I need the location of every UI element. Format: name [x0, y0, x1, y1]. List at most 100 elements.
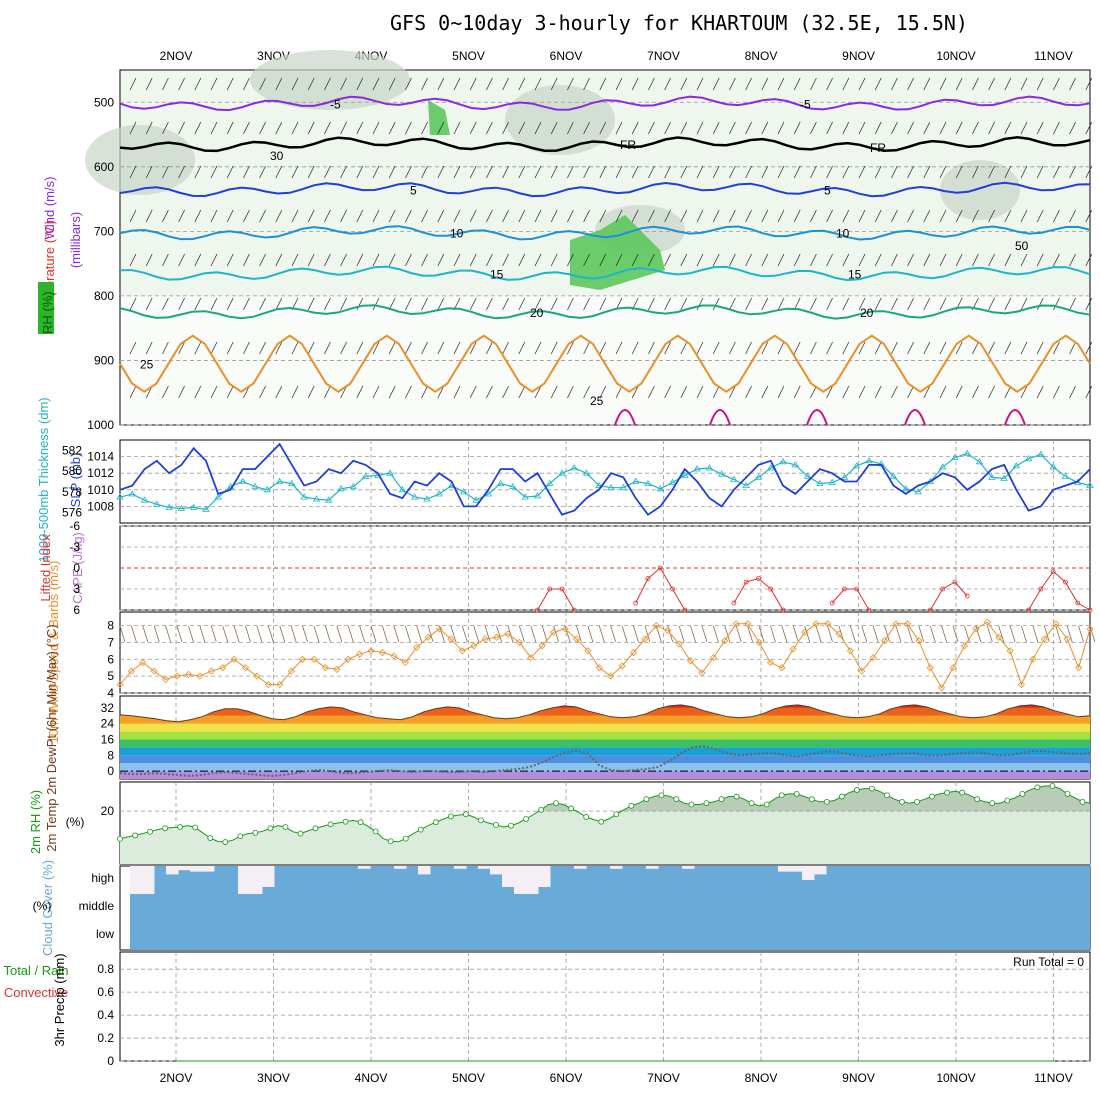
- wind-barb: [664, 165, 671, 179]
- wind-barb: [907, 253, 914, 267]
- wind-barb: [874, 77, 882, 91]
- thickness-point: [435, 490, 443, 497]
- wind-speed-axis-label: 10m Wind Speed & Barbs (m/s): [46, 561, 61, 744]
- wind-barb: [550, 297, 558, 311]
- wind-barb: [988, 253, 995, 267]
- thickness-point: [828, 478, 836, 485]
- surface-wind-barb: [690, 625, 696, 643]
- wind-barb: [534, 341, 542, 355]
- wind-barb: [502, 165, 509, 179]
- wind-barb: [1004, 209, 1012, 223]
- rh-point: [899, 798, 905, 805]
- wind-speed-point: [584, 647, 592, 655]
- wind-axis-label: Wind (m/s): [42, 177, 57, 240]
- hot-contour: [904, 409, 926, 426]
- thickness-point: [595, 481, 603, 489]
- wind-speed-point: [378, 648, 387, 657]
- wind-barb: [243, 165, 250, 179]
- temp-band: [120, 739, 1090, 748]
- surface-wind-barb: [131, 625, 137, 643]
- rh-high-region: [428, 100, 450, 135]
- thickness-point: [816, 479, 824, 487]
- surface-wind-barb: [735, 625, 742, 643]
- wind-barb: [1020, 341, 1028, 355]
- wind-barb: [502, 341, 509, 355]
- wind-barb: [761, 209, 769, 223]
- wind-barb: [388, 165, 396, 179]
- wind-barb: [907, 385, 914, 399]
- wind-speed-point: [184, 670, 193, 678]
- rh-point: [688, 801, 695, 808]
- wind-barb: [696, 297, 704, 311]
- rh-point: [432, 819, 439, 826]
- wind-barb: [696, 209, 704, 223]
- li-point: [633, 600, 639, 606]
- wind-speed-point: [641, 635, 649, 643]
- wind-barb: [891, 165, 898, 179]
- wind-barb: [907, 121, 914, 135]
- rh-point: [778, 792, 785, 799]
- thickness-point: [705, 464, 714, 471]
- surface-wind-barb: [347, 625, 354, 643]
- wind-barb: [291, 121, 299, 135]
- wind-barb: [729, 253, 736, 267]
- wind-barb: [1085, 297, 1093, 311]
- cloud-layer-label: low: [96, 927, 114, 941]
- wind-barb: [178, 77, 185, 91]
- wind-barb: [356, 297, 364, 311]
- wind-barb: [842, 253, 850, 267]
- wind-barb: [372, 165, 380, 179]
- wind-barb: [534, 121, 542, 135]
- surface-wind-barb: [267, 625, 274, 643]
- li-series-line: [537, 588, 575, 611]
- temp-tick: 24: [101, 717, 115, 731]
- cloud-high-bar: [238, 866, 251, 894]
- thickness-point: [619, 483, 628, 491]
- wind-speed-point: [755, 638, 763, 646]
- wind-barb: [729, 121, 736, 135]
- wind-barb: [340, 121, 347, 135]
- surface-wind-barb: [770, 625, 776, 643]
- day-label-bottom: 10NOV: [936, 1071, 975, 1085]
- wind-speed-point: [481, 635, 489, 643]
- wind-speed-point: [938, 684, 946, 692]
- wind-barb: [291, 253, 299, 267]
- wind-barb: [923, 77, 931, 91]
- thickness-point: [1049, 463, 1057, 470]
- wind-barb: [729, 385, 736, 399]
- rh-point: [658, 792, 665, 799]
- wind-speed-point: [698, 669, 706, 677]
- slp-series-line: [119, 442, 1091, 516]
- wind-speed-point: [766, 659, 775, 667]
- wind-barb: [162, 341, 169, 355]
- temp-line: [119, 704, 1091, 723]
- surface-wind-barb: [222, 625, 229, 643]
- thickness-point: [570, 464, 579, 471]
- wind-barb: [810, 77, 817, 91]
- rh-point: [914, 798, 920, 805]
- wind-barb: [405, 77, 412, 91]
- surface-wind-barb: [142, 625, 149, 643]
- rh-point: [252, 829, 259, 836]
- wind-barb: [793, 165, 801, 179]
- wind-barb: [712, 165, 720, 179]
- day-label-top: 10NOV: [936, 49, 975, 63]
- wind-barb: [810, 121, 817, 135]
- thickness-point: [521, 493, 529, 500]
- surface-wind-barb: [678, 625, 685, 643]
- wind-barb: [307, 253, 315, 267]
- pressure-tick: 500: [94, 95, 114, 109]
- wind-barb: [680, 341, 688, 355]
- temp-tick: 8: [107, 748, 114, 762]
- wind-barb: [891, 209, 898, 223]
- temp-band: [120, 707, 1090, 716]
- wind-speed-point: [527, 654, 535, 662]
- wind-speed-point: [264, 681, 272, 689]
- rh-point: [793, 791, 800, 797]
- wind-barb: [1036, 253, 1044, 267]
- surface-wind-barb: [416, 625, 423, 643]
- hot-contour: [1004, 409, 1026, 426]
- wind-barb: [340, 77, 347, 91]
- wind-speed-point: [230, 655, 238, 663]
